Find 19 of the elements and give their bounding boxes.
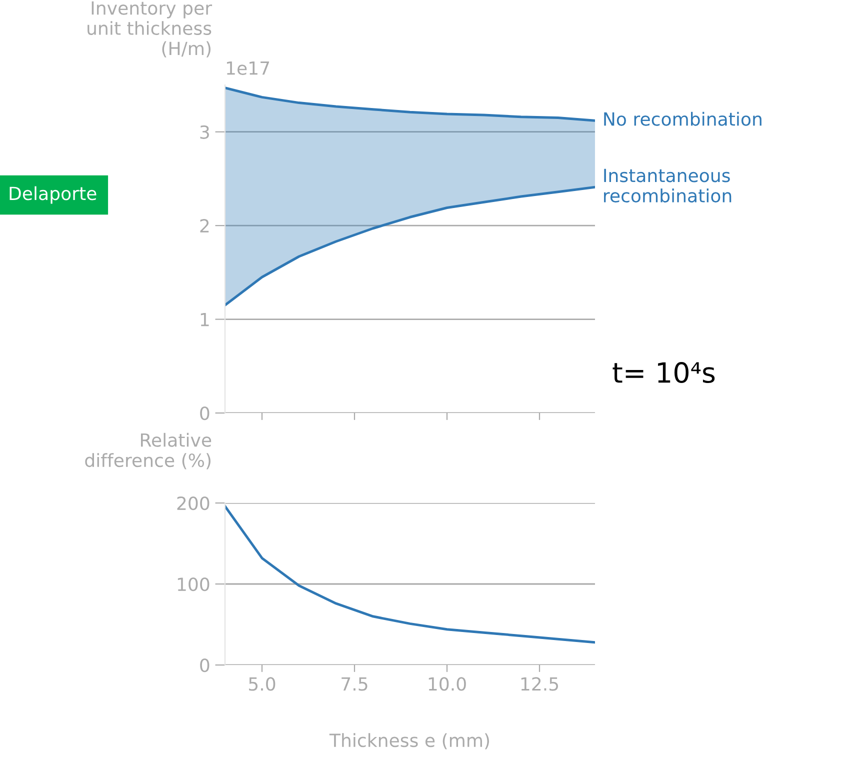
- text: t= 10⁴s: [612, 362, 715, 384]
- y-tick-label: 0: [200, 658, 210, 672]
- text: Delaporte: [10, 186, 96, 204]
- x-axis-title: Thickness e (mm): [329, 733, 489, 750]
- y-tick-label: 1: [200, 312, 209, 326]
- series-label: Instantaneous recombination: [604, 168, 732, 202]
- series-label: No recombination: [604, 112, 762, 126]
- x-tick-label: 12.5: [521, 677, 558, 691]
- y-tick-label: 2: [200, 219, 209, 232]
- text: 1e17: [226, 62, 270, 75]
- y-axis-title: Relative difference (%): [85, 432, 212, 470]
- x-tick-label: 7.5: [342, 677, 368, 691]
- x-tick-label: 10.0: [428, 677, 466, 691]
- y-tick-label: 200: [177, 496, 210, 510]
- y-tick-label: 3: [200, 125, 209, 139]
- y-tick-label: 0: [200, 406, 210, 420]
- y-tick-label: 100: [178, 577, 210, 592]
- y-axis-title: Inventory per unit thickness (H/m): [88, 1, 212, 58]
- x-tick-label: 5.0: [249, 677, 276, 691]
